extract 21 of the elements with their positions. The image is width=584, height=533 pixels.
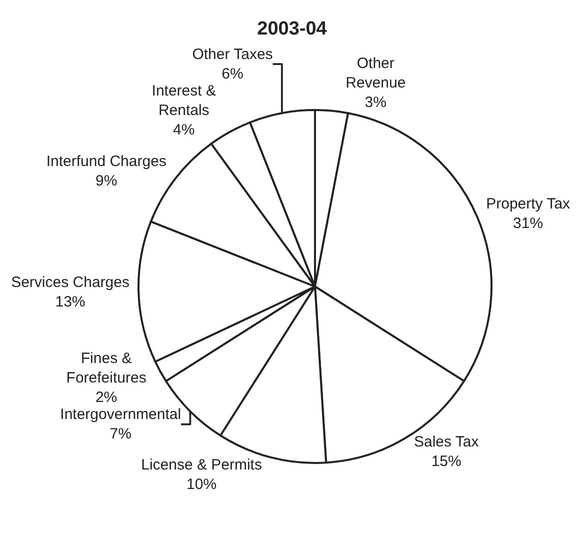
data-label: 4% — [173, 121, 195, 138]
data-label: 6% — [222, 65, 244, 82]
data-label: 7% — [110, 426, 132, 443]
slice-label: Property Tax — [486, 195, 571, 212]
slice-label: Sales Tax — [414, 434, 480, 451]
data-label: 15% — [431, 453, 462, 470]
slice-label: Fines & Forefeitures — [66, 350, 146, 387]
slice-label: License & Permits — [141, 456, 262, 474]
chart-title: 2003-04 — [257, 18, 328, 40]
data-label: 3% — [364, 94, 386, 112]
slice-label: Other Taxes — [192, 46, 273, 63]
slice-label: Interfund Charges — [46, 153, 166, 170]
data-label: 31% — [513, 214, 544, 232]
slice-label: Interest & Rentals — [152, 82, 216, 119]
slice-label: Other Revenue — [346, 55, 406, 92]
data-label: 13% — [55, 293, 86, 310]
data-label: 9% — [96, 172, 118, 190]
slice-label: Intergovernmental — [60, 406, 182, 424]
data-label: 2% — [95, 389, 118, 406]
slice-label: Services Charges — [11, 274, 130, 291]
data-label: 10% — [186, 476, 217, 493]
